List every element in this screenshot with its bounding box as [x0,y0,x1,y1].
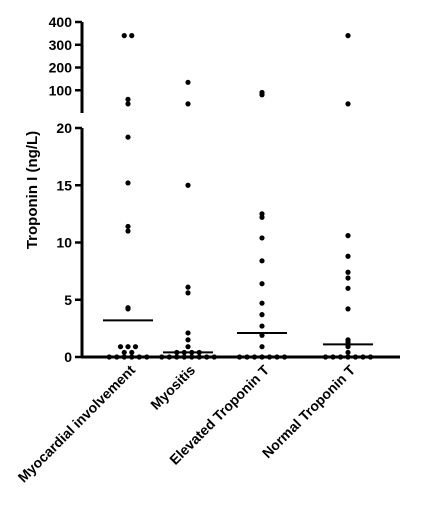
point-2-12 [259,281,265,287]
point-3-7 [345,349,351,356]
point-2-14 [259,235,265,241]
point-3-6 [367,354,374,360]
y-low-tick-label-4: 20 [56,120,72,136]
point-0-4 [136,354,142,360]
y-high-tick-label-2: 300 [49,37,73,53]
point-1-15 [185,290,191,296]
y-high-tick-label-3: 400 [49,14,73,30]
point-0-5 [144,354,150,360]
y-low-tick-label-1: 5 [64,292,72,308]
point-1-18 [185,101,191,107]
point-2-10 [259,312,265,318]
point-0-6 [121,349,127,356]
point-1-0 [159,354,165,360]
point-2-1 [244,354,250,360]
point-3-12 [345,306,351,312]
point-3-14 [345,275,351,281]
point-0-10 [132,344,139,350]
point-3-13 [345,285,351,291]
point-0-20 [129,33,135,39]
data-points [106,33,374,360]
point-1-2 [174,354,180,360]
point-0-16 [125,134,131,140]
point-3-0 [322,354,329,360]
point-1-3 [181,354,187,360]
point-3-1 [330,354,336,360]
y-high-tick-label-1: 200 [49,60,73,76]
point-2-4 [266,354,273,360]
point-2-7 [259,344,265,350]
point-1-13 [185,337,191,343]
point-2-5 [274,354,280,360]
point-2-18 [259,89,265,96]
point-1-5 [196,354,202,360]
point-3-18 [345,101,351,107]
point-3-11 [345,337,351,343]
point-1-19 [185,79,191,85]
point-3-16 [345,253,351,259]
point-1-12 [185,344,191,350]
point-2-9 [259,323,265,329]
point-2-13 [259,258,265,264]
point-3-17 [345,233,351,239]
y-low-tick-label-3: 15 [56,177,72,193]
point-1-7 [211,354,217,360]
x-tick-label-0: Myocardial involvement [15,362,139,486]
point-0-3 [129,354,135,360]
median-lines [103,319,373,354]
point-0-15 [125,180,131,186]
y-low-tick-label-2: 10 [56,235,72,251]
point-0-2 [121,354,127,360]
point-3-5 [360,354,366,360]
point-0-19 [121,33,127,39]
point-2-6 [281,354,288,360]
point-1-6 [204,354,210,360]
point-0-17 [125,101,131,107]
point-1-17 [185,182,191,188]
point-0-8 [117,344,124,350]
point-3-2 [337,354,344,360]
point-0-7 [129,349,135,356]
point-2-16 [259,211,265,217]
y-high-tick-label-0: 100 [49,82,73,98]
point-2-3 [259,354,265,360]
point-0-1 [114,354,120,360]
point-1-4 [189,354,195,360]
point-1-14 [185,330,191,336]
point-0-0 [106,354,112,360]
point-2-2 [251,354,258,360]
y-ticks: 0 5 10 15 20 100 200 300 400 [49,14,82,365]
y-low-tick-label-0: 0 [64,349,72,365]
point-3-3 [345,354,351,360]
point-2-11 [259,300,265,306]
point-3-15 [345,269,351,275]
point-0-13 [125,228,131,234]
x-tick-label-1: Myositis [147,362,198,413]
point-0-9 [125,344,131,350]
point-2-0 [236,354,243,360]
x-tick-label-3: Normal Troponin T [259,361,359,461]
point-0-18 [125,96,131,102]
y-axis-label: Troponin I (ng/L) [24,131,41,249]
point-0-12 [125,305,131,311]
point-3-19 [345,33,351,39]
point-0-14 [125,223,131,230]
point-3-4 [352,354,359,360]
point-1-1 [166,354,172,360]
point-1-16 [185,284,191,290]
